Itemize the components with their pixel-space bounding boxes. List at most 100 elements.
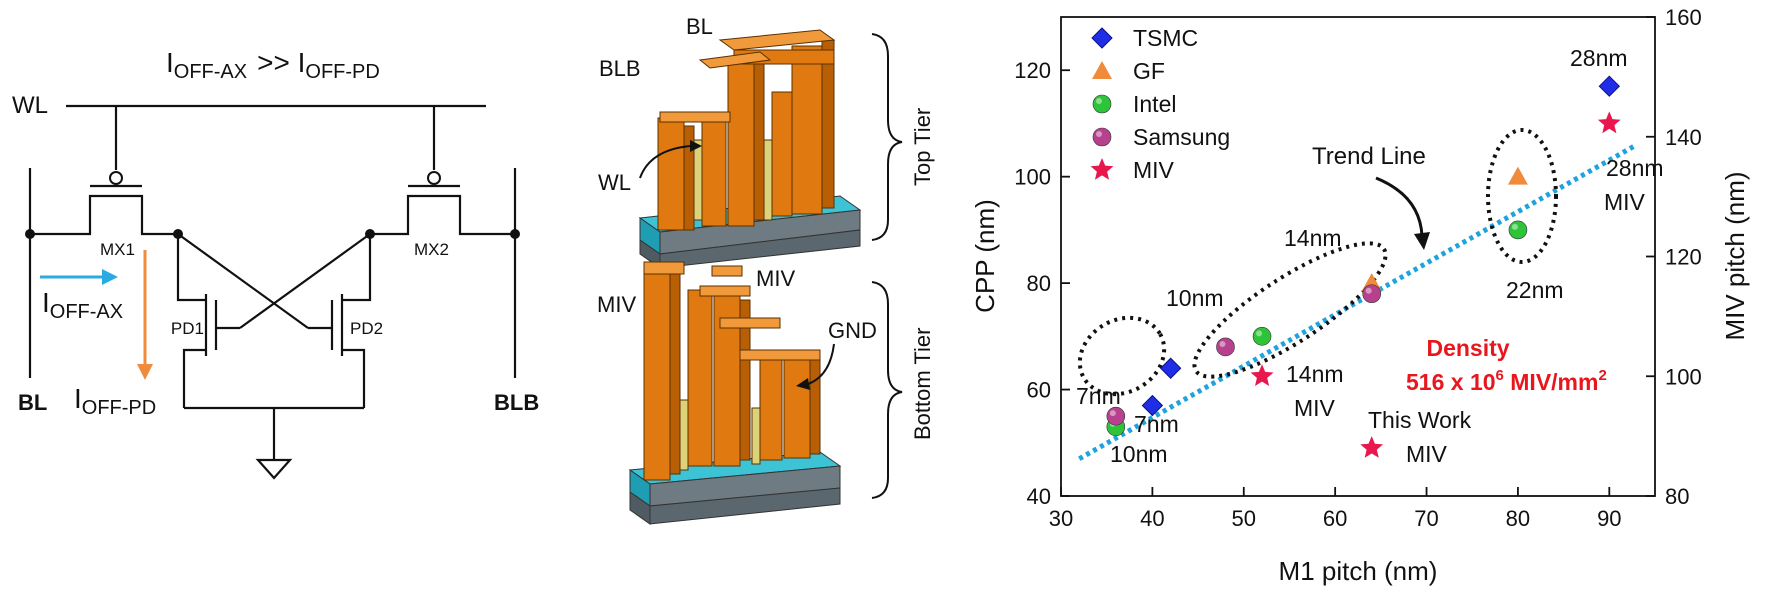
wl-label: WL — [12, 92, 48, 119]
x-axis-title: M1 pitch (nm) — [1279, 556, 1438, 586]
ioffax-label-i: I — [42, 287, 50, 318]
legend-label-miv: MIV — [1133, 157, 1175, 183]
ioffpd-label-i: I — [74, 383, 82, 414]
struct-miv-left-label: MIV — [597, 292, 636, 317]
bottom-step-2 — [719, 317, 781, 329]
point-tsmc-1 — [1159, 357, 1182, 379]
x-tick-label-0: 30 — [1049, 506, 1073, 531]
point-intel-2-highlight — [1511, 223, 1518, 230]
point-samsung-2-highlight — [1365, 287, 1372, 294]
bottom-pillar-1 — [643, 269, 671, 481]
density-value-sup: 6 — [1496, 367, 1504, 384]
top-tier-stack — [638, 29, 862, 269]
point-miv-2 — [1597, 111, 1621, 134]
point-samsung-0-highlight — [1109, 410, 1116, 417]
top-substrate-base2 — [659, 229, 861, 269]
top-substrate-body — [659, 209, 861, 255]
y-tick-label-3: 100 — [1014, 165, 1051, 190]
point-intel-1 — [1252, 327, 1272, 346]
top-bridge-bl-front — [733, 49, 835, 65]
struct-blb-label: BLB — [599, 56, 641, 81]
circuit-title-op: >> I — [257, 47, 305, 78]
label-7nm-right: 7nm — [1134, 411, 1179, 437]
ioffpd-arrow-head — [137, 364, 153, 380]
trend-line-callout — [1375, 176, 1424, 237]
bottom-pillar-5-side — [809, 355, 821, 455]
bottom-pillar-4 — [759, 359, 783, 461]
ground-symbol — [255, 458, 293, 480]
bottom-tier-label: Bottom Tier — [910, 328, 935, 440]
top-via-2 — [763, 139, 773, 221]
label-10nm-bottom: 10nm — [1110, 441, 1168, 467]
pd1-source — [182, 348, 206, 408]
top-bridge-bl — [718, 29, 836, 51]
mx1-label: MX1 — [100, 240, 135, 259]
pd2-label: PD2 — [350, 319, 383, 338]
struct-miv-right-label: MIV — [756, 266, 795, 291]
bottom-tier-brace — [871, 281, 903, 499]
bottom-pillar-3 — [713, 295, 741, 467]
bottom-substrate-top — [628, 451, 842, 485]
pd1-label: PD1 — [171, 319, 204, 338]
legend: TSMC GF Intel Samsung MIV — [1090, 25, 1230, 183]
legend-marker-tsmc — [1091, 27, 1113, 49]
density-value-a: 516 x 10 — [1406, 369, 1496, 395]
label-14nm-miv-2: MIV — [1294, 395, 1336, 421]
label-28nm-miv: 28nm — [1606, 155, 1664, 181]
x-tick-label-2: 50 — [1232, 506, 1256, 531]
ellipse-14nm — [1192, 241, 1388, 379]
density-title: Density — [1426, 335, 1509, 361]
legend-marker-samsung-highlight — [1096, 131, 1102, 137]
bottom-tier-stack — [628, 261, 842, 525]
trend-line-label: Trend Line — [1312, 143, 1426, 170]
ioffax-arrow-head — [102, 269, 118, 285]
mx2-gate-bubble — [427, 171, 441, 185]
top-bridge-blb — [698, 51, 772, 69]
legend-marker-intel — [1092, 94, 1112, 114]
ioffpd-label-sub: OFF-PD — [82, 397, 156, 419]
trend-line — [1078, 142, 1638, 461]
y2-tick-label-2: 120 — [1665, 245, 1702, 270]
top-pillar-5-side — [821, 39, 835, 209]
label-28nm-top: 28nm — [1570, 45, 1628, 71]
point-tsmc-0 — [1141, 394, 1164, 417]
density-value: 516 x 106 MIV/mm2 — [1406, 367, 1607, 395]
x-tick-label-1: 40 — [1140, 506, 1164, 531]
label-7nm-left: 7nm — [1076, 383, 1121, 409]
legend-marker-samsung — [1092, 127, 1112, 147]
bottom-via-1 — [679, 399, 689, 471]
struct-bl-label: BL — [686, 14, 713, 39]
point-samsung-0 — [1106, 406, 1126, 426]
circuit-title-sub2: OFF-PD — [305, 61, 379, 83]
svg-text:IOFF-AX: IOFF-AX — [42, 287, 123, 323]
data-points — [1106, 75, 1621, 458]
point-intel-2 — [1508, 220, 1528, 240]
x-tick-label-6: 90 — [1597, 506, 1621, 531]
point-miv-0 — [1250, 364, 1274, 386]
legend-marker-intel-highlight — [1096, 98, 1102, 104]
svg-text:IOFF-AX>> IOFF-PD: IOFF-AX >> IOFF-PD — [166, 47, 380, 83]
y-axis: 40 60 80 100 120 — [1014, 58, 1070, 509]
miv-column-right — [711, 265, 743, 277]
node-groupings — [1077, 128, 1558, 397]
mx2-label: MX2 — [414, 240, 449, 259]
mx1-channel — [30, 194, 178, 236]
bottom-pillar-1-side — [669, 269, 681, 475]
point-intel-0 — [1106, 417, 1126, 437]
label-this-work-miv: MIV — [1406, 441, 1448, 467]
blb-label: BLB — [494, 390, 539, 415]
label-10nm-top: 10nm — [1166, 285, 1224, 311]
point-samsung-2 — [1362, 284, 1382, 304]
point-intel-0-highlight — [1109, 420, 1116, 427]
y2-tick-label-0: 80 — [1665, 484, 1689, 509]
top-tier-brace — [871, 33, 903, 241]
point-gf-1 — [1507, 166, 1528, 185]
label-this-work: This Work — [1368, 407, 1472, 433]
y2-tick-label-3: 140 — [1665, 125, 1702, 150]
struct-gnd-arrow — [796, 378, 810, 390]
struct-wl-label: WL — [598, 170, 631, 195]
miv-column-left — [643, 261, 685, 275]
top-bridge-wl — [659, 111, 731, 123]
sram-circuit: IOFF-AX >> IOFF-PD WL BL BLB MX1 MX2 — [12, 47, 539, 480]
label-22nm: 22nm — [1506, 277, 1564, 303]
